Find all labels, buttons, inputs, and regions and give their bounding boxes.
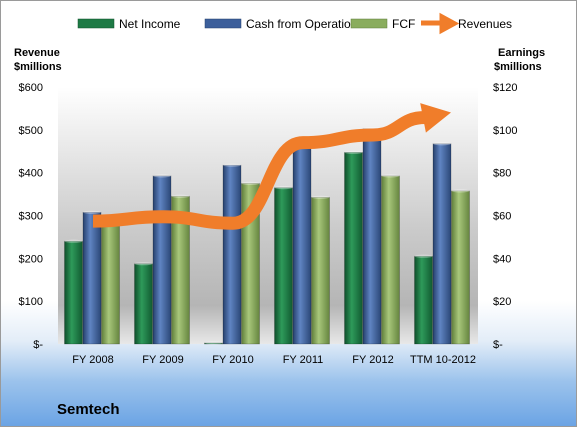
legend-arrow-revenues-icon: [421, 12, 460, 35]
left-axis-ticks: $- $100 $200 $300 $400 $500 $600: [19, 82, 44, 351]
legend-item-fcf: FCF: [350, 17, 415, 31]
bar-top-highlight: [451, 189, 470, 193]
legend-item-cash-from-operations: Cash from Operations: [204, 17, 363, 31]
bar-net-income: [274, 187, 293, 345]
bar-fcf: [451, 190, 470, 345]
bar-top-highlight: [64, 239, 83, 243]
left-tick-label: $600: [19, 82, 43, 94]
right-axis-title-line2: $millions: [494, 61, 542, 73]
bar-top-highlight: [344, 150, 363, 154]
legend-item-revenues: Revenues: [421, 12, 512, 35]
bar-net-income: [204, 342, 223, 345]
legend-swatch-net-income: [77, 18, 115, 29]
bar-top-highlight: [241, 181, 260, 185]
right-tick-label: $60: [493, 211, 511, 223]
legend-label-revenues: Revenues: [458, 17, 512, 31]
bar-top-highlight: [433, 142, 451, 146]
category-label: FY 2010: [212, 354, 253, 366]
right-tick-label: $-: [493, 339, 503, 351]
left-tick-label: $100: [19, 296, 43, 308]
bar-net-income: [414, 255, 433, 345]
bar-cash-from-operations: [362, 128, 382, 345]
bar-net-income: [344, 152, 363, 345]
left-axis-title-line2: $millions: [14, 61, 62, 73]
bar-cash-from-operations: [432, 143, 452, 345]
bar-top-highlight: [274, 186, 293, 190]
legend-swatch-cash-from-operations: [204, 18, 242, 29]
category-label: FY 2011: [283, 354, 324, 366]
right-axis-ticks: $- $20 $40 $60 $80 $100 $120: [493, 82, 517, 351]
bar-cash-from-operations: [82, 211, 102, 345]
chart-title: Semtech: [57, 401, 120, 418]
bar-fcf: [171, 195, 190, 345]
legend-swatch-fcf: [350, 18, 388, 29]
bar-top-highlight: [414, 254, 433, 258]
left-axis-title-line1: Revenue: [14, 47, 60, 59]
bar-net-income: [64, 240, 83, 345]
revenues-arrowhead: [420, 103, 451, 133]
legend: Net Income Cash from Operations FCF Reve…: [77, 12, 512, 35]
right-axis-title-line1: Earnings: [498, 47, 545, 59]
bar-top-highlight: [223, 163, 241, 167]
category-label: TTM 10-2012: [410, 354, 476, 366]
left-tick-label: $400: [19, 168, 43, 180]
category-label: FY 2008: [72, 354, 113, 366]
left-tick-label: $300: [19, 211, 43, 223]
bar-net-income: [134, 263, 153, 345]
left-tick-label: $-: [33, 339, 43, 351]
bar-fcf: [311, 196, 330, 345]
right-tick-label: $120: [493, 82, 517, 94]
bar-top-highlight: [311, 195, 330, 199]
right-tick-label: $80: [493, 168, 511, 180]
left-tick-label: $200: [19, 253, 43, 265]
bar-top-highlight: [171, 194, 190, 198]
right-tick-label: $100: [493, 125, 517, 137]
bar-cash-from-operations: [152, 175, 172, 345]
legend-label-cash-from-operations: Cash from Operations: [246, 17, 363, 31]
bar-fcf: [101, 220, 120, 345]
revenue-arrow: [92, 103, 451, 230]
revenues-line: [92, 110, 426, 230]
legend-label-net-income: Net Income: [119, 17, 181, 31]
legend-label-fcf: FCF: [392, 17, 415, 31]
right-tick-label: $40: [493, 253, 511, 265]
bar-cash-from-operations: [292, 141, 312, 345]
category-labels: FY 2008 FY 2009 FY 2010 FY 2011 FY 2012 TTM 1…: [72, 354, 476, 366]
legend-item-net-income: Net Income: [77, 17, 181, 31]
left-tick-label: $500: [19, 125, 43, 137]
bar-cash-from-operations: [222, 164, 242, 345]
bar-top-highlight: [381, 174, 400, 178]
bar-top-highlight: [153, 174, 171, 178]
right-tick-label: $20: [493, 296, 511, 308]
bars: [64, 127, 470, 345]
bar-fcf: [381, 175, 400, 345]
category-label: FY 2012: [352, 354, 393, 366]
category-label: FY 2009: [142, 354, 183, 366]
bar-top-highlight: [83, 210, 101, 214]
bar-top-highlight: [204, 341, 223, 345]
bar-top-highlight: [134, 262, 153, 266]
